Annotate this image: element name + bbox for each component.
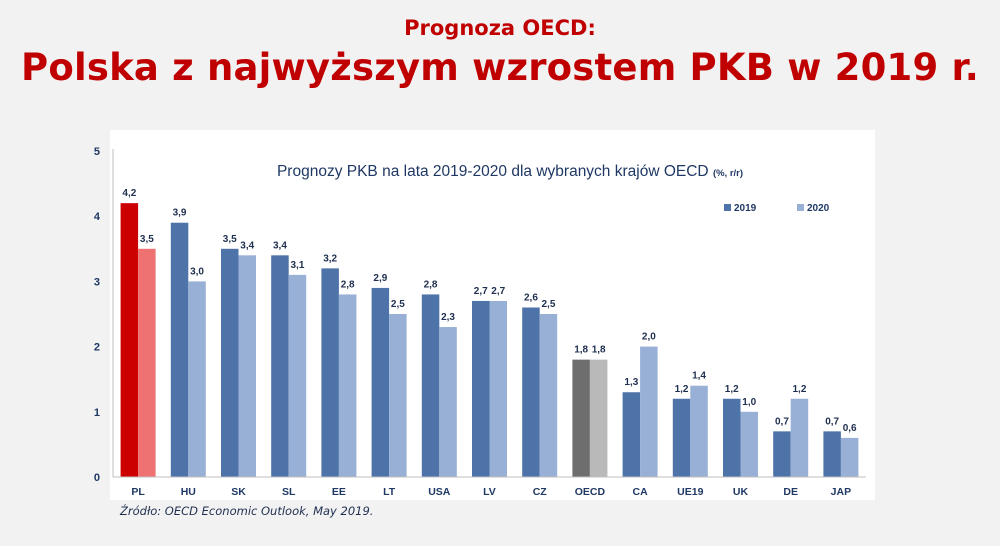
data-label-ca-2020: 2,0 [642,332,656,343]
data-label-de-2020: 1,2 [792,384,806,395]
bar-ee-2019 [321,268,339,477]
data-label-ee-2019: 3,2 [323,253,337,264]
data-label-ca-2019: 1,3 [624,377,638,388]
y-tick-label: 4 [94,211,101,223]
x-tick-label-lv: LV [483,486,496,498]
bar-cz-2019 [522,307,540,477]
y-tick-label: 5 [94,146,100,158]
bar-lt-2020 [389,314,407,477]
bar-ue19-2020 [690,385,708,477]
bar-oecd-2020 [589,359,608,477]
y-axis: 0 1 2 3 4 5 [94,146,114,484]
bar-oecd-2019 [572,359,590,477]
bar-pl-2019 [120,203,139,477]
bar-lt-2019 [371,287,390,477]
x-tick-label-ue19: UE19 [677,486,703,498]
data-label-sl-2019: 3,4 [273,240,287,251]
bar-hu-2019 [170,222,189,477]
data-label-lt-2019: 2,9 [373,273,387,284]
data-label-cz-2020: 2,5 [541,299,555,310]
x-tick-label-ee: EE [332,486,346,498]
data-label-oecd-2020: 1,8 [592,345,606,356]
bar-ca-2019 [622,392,641,477]
x-tick-label-sk: SK [231,486,246,498]
page-kicker: Prognoza OECD: [404,16,596,40]
bar-uk-2020 [740,411,758,477]
data-label-usa-2020: 2,3 [441,312,455,323]
bar-de-2020 [790,398,809,477]
data-label-jap-2019: 0,7 [825,416,839,427]
bar-lv-2019 [472,300,490,477]
data-label-sk-2019: 3,5 [223,234,237,245]
y-tick-label: 1 [94,407,100,419]
bar-pl-2020 [138,248,156,477]
bar-sl-2020 [288,274,307,477]
bar-jap-2019 [823,431,841,477]
y-tick-label: 3 [94,276,100,288]
data-label-hu-2020: 3,0 [190,266,204,277]
data-label-de-2019: 0,7 [775,416,789,427]
data-label-lv-2019: 2,7 [474,286,488,297]
x-tick-label-cz: CZ [533,486,548,498]
data-label-cz-2019: 2,6 [524,292,538,303]
bar-ue19-2019 [672,398,691,477]
data-label-pl-2019: 4,2 [122,188,136,199]
x-tick-label-ca: CA [633,486,649,498]
bar-uk-2019 [723,398,741,477]
bar-usa-2019 [421,294,440,477]
legend-label-2020: 2020 [807,203,830,214]
bar-sk-2020 [238,255,256,477]
data-label-pl-2020: 3,5 [140,234,154,245]
legend-label-2019: 2019 [734,203,757,214]
data-label-uk-2020: 1,0 [742,397,756,408]
x-tick-label-lt: LT [383,486,396,498]
data-label-usa-2019: 2,8 [424,279,438,290]
data-label-ee-2020: 2,8 [341,279,355,290]
data-label-ue19-2019: 1,2 [675,384,689,395]
x-tick-label-jap: JAP [831,486,851,498]
source-note: Źródło: OECD Economic Outlook, May 2019. [120,504,374,518]
y-tick-label: 0 [94,472,100,484]
bar-usa-2020 [439,327,457,477]
x-tick-label-sl: SL [282,486,296,498]
legend-swatch-2020 [797,204,804,211]
bar-jap-2020 [840,437,859,477]
bars [120,203,859,477]
x-tick-label-usa: USA [428,486,451,498]
x-tick-label-uk: UK [733,486,749,498]
bar-ee-2020 [338,294,357,477]
data-label-jap-2020: 0,6 [843,423,857,434]
data-label-sl-2020: 3,1 [290,260,304,271]
bar-sk-2019 [221,248,239,477]
x-axis: PL HU SK SL EE LT USA LV CZ OECD CA UE19 UK DE JAP [113,476,866,498]
legend: 2019 2020 [724,203,830,214]
data-label-uk-2019: 1,2 [725,384,739,395]
bar-ca-2020 [640,346,658,477]
data-label-lt-2020: 2,5 [391,299,405,310]
x-tick-label-de: DE [783,486,798,498]
bar-sl-2019 [271,255,289,477]
data-label-oecd-2019: 1,8 [574,345,588,356]
bar-cz-2020 [539,314,558,477]
x-tick-label-pl: PL [131,486,145,498]
bar-hu-2020 [188,281,206,477]
data-label-sk-2020: 3,4 [240,240,254,251]
bar-lv-2020 [489,300,507,477]
bar-de-2019 [773,431,791,477]
page-title: Polska z najwyższym wzrostem PKB w 2019 … [21,46,979,89]
data-label-ue19-2020: 1,4 [692,371,706,382]
y-tick-label: 2 [94,342,100,354]
legend-swatch-2019 [724,204,731,211]
data-label-hu-2019: 3,9 [173,208,187,219]
x-tick-label-oecd: OECD [575,486,606,498]
chart-title: Prognozy PKB na lata 2019-2020 dla wybra… [277,163,743,180]
x-tick-label-hu: HU [181,486,196,498]
data-labels: 4,23,53,93,03,53,4 3,43,13,22,82,92,52,82… [122,188,857,434]
data-label-lv-2020: 2,7 [491,286,505,297]
